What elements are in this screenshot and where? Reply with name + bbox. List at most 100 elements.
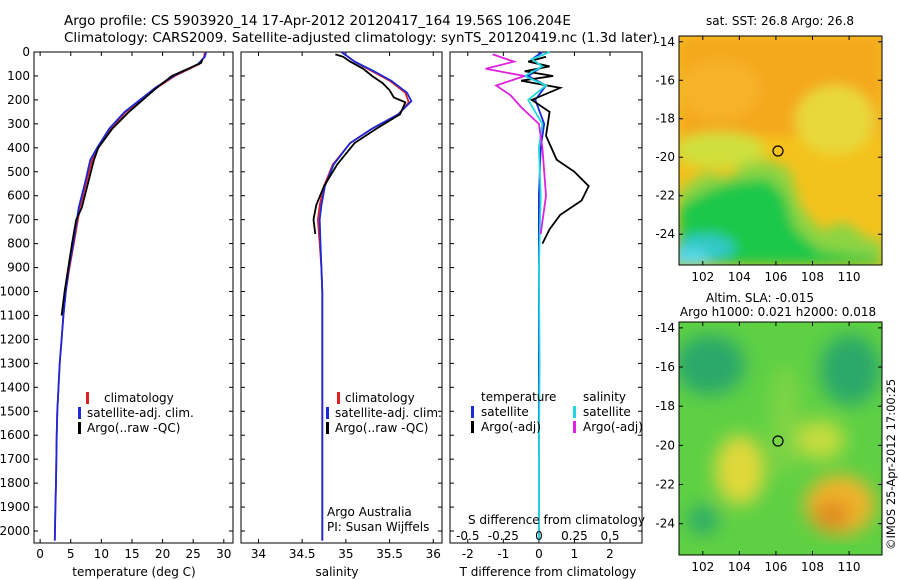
map-x-tick-label: 102: [691, 560, 714, 574]
legend-t-satellite-swatch: [471, 406, 474, 418]
legend-t-argo-swatch: [471, 421, 474, 433]
s-diff-tick-label: -0.5: [456, 529, 479, 543]
x-tick-label: 10: [94, 547, 109, 561]
map-y-tick-label: -24: [655, 227, 675, 241]
map-y-tick-label: -22: [655, 478, 675, 492]
depth-tick-label: 1400: [0, 380, 30, 394]
difference-legend: temperature satellite Argo(-adj) salinit…: [468, 390, 645, 527]
depth-tick-label: 300: [7, 117, 30, 131]
sla-argo-marker: [772, 435, 784, 447]
sst-axes: 102 104 106 108 110 -14 -16 -18 -20 -22 -24: [655, 35, 882, 284]
s-diff-tick-label: 0.5: [600, 529, 619, 543]
map-y-tick-label: -20: [655, 150, 675, 164]
depth-tick-label: 1900: [0, 500, 30, 514]
salinity-legend: climatology satellite-adj. clim. Argo(..…: [326, 391, 442, 534]
map-x-tick-label: 106: [764, 270, 787, 284]
map-x-tick-label: 110: [838, 560, 861, 574]
temperature-chart: 0 5 10 15 20 25 30: [36, 51, 231, 561]
series-line-argo-raw-qc-: [312, 53, 407, 235]
legend-t-argo: Argo(-adj): [481, 420, 541, 434]
map-y-tick-label: -24: [655, 517, 675, 531]
x-tick-label: -2: [462, 547, 474, 561]
depth-tick-label: 700: [7, 213, 30, 227]
t-difference-axis-label: T difference from climatology: [459, 565, 637, 579]
depth-tick-label: 1300: [0, 356, 30, 370]
salinity-panel-frame: [240, 51, 443, 544]
series-line-s-argo-adj-: [485, 53, 547, 235]
depth-tick-label: 1500: [0, 404, 30, 418]
s-diff-tick-label: 0: [535, 529, 543, 543]
sst-map-frame: [678, 35, 883, 266]
map-x-tick-label: 104: [728, 560, 751, 574]
s-diff-tick-label: -0.25: [488, 529, 519, 543]
difference-chart: -2 -1 0 1 2 -0.5 -0.25 0 0.25 0.5: [456, 51, 620, 561]
depth-axis: 0 100 200 300 400 500 600 700 800 900 1000 1100 1200…: [0, 45, 642, 538]
series-line-climatology: [53, 51, 206, 541]
sla-map-frame: [678, 321, 883, 556]
temperature-legend-argo: Argo(..raw -QC): [87, 421, 180, 435]
pi-label: PI: Susan Wijffels: [327, 520, 429, 534]
x-tick-label: 30: [216, 547, 231, 561]
temperature-legend-climatology: climatology: [104, 391, 174, 405]
depth-tick-label: 1700: [0, 452, 30, 466]
map-y-tick-label: -22: [655, 189, 675, 203]
salinity-legend-satellite-swatch: [326, 407, 329, 419]
map-y-tick-label: -16: [655, 73, 675, 87]
x-tick-label: 35: [338, 547, 353, 561]
legend-s-argo-swatch: [573, 421, 576, 433]
map-y-tick-label: -14: [655, 35, 675, 49]
sla-heatmap: [679, 322, 882, 555]
x-tick-label: 35.5: [376, 547, 403, 561]
depth-tick-label: 800: [7, 237, 30, 251]
depth-tick-label: 500: [7, 165, 30, 179]
map-x-tick-label: 108: [801, 270, 824, 284]
x-tick-label: 0: [36, 547, 44, 561]
salinity-legend-argo: Argo(..raw -QC): [335, 421, 428, 435]
series-line-s-satellite: [522, 51, 550, 541]
salinity-axis-label: salinity: [315, 565, 358, 579]
map-x-tick-label: 104: [728, 270, 751, 284]
temperature-legend-climatology-swatch: [86, 392, 89, 404]
depth-tick-label: 0: [22, 45, 30, 59]
map-y-tick-label: -16: [655, 360, 675, 374]
s-diff-tick-label: 0.25: [561, 529, 588, 543]
map-y-tick-label: -18: [655, 399, 675, 413]
sla-axes: 102 104 106 108 110 -14 -16 -18 -20 -22 -24: [655, 321, 882, 574]
temperature-panel-frame: [33, 51, 234, 544]
x-tick-label: 1: [571, 547, 579, 561]
depth-tick-label: 1100: [0, 308, 30, 322]
map-y-tick-label: -18: [655, 112, 675, 126]
x-tick-label: 20: [155, 547, 170, 561]
map-x-tick-label: 106: [764, 560, 787, 574]
depth-tick-label: 1600: [0, 428, 30, 442]
legend-salinity-title: salinity: [583, 390, 626, 404]
depth-tick-label: 1800: [0, 476, 30, 490]
x-tick-label: 34.5: [289, 547, 316, 561]
map-y-tick-label: -14: [655, 321, 675, 335]
x-tick-label: 34: [251, 547, 266, 561]
salinity-legend-climatology-swatch: [337, 392, 340, 404]
series-line-satellite-adj-clim-: [53, 51, 207, 541]
legend-temperature-title: temperature: [481, 390, 556, 404]
map-x-tick-label: 108: [801, 560, 824, 574]
title-line-2: Climatology: CARS2009. Satellite-adjuste…: [64, 30, 657, 46]
imos-timestamp: ©IMOS 25-Apr-2012 17:00:25: [884, 379, 898, 550]
argo-australia-label: Argo Australia: [327, 505, 412, 519]
title-line-1: Argo profile: CS 5903920_14 17-Apr-2012 …: [64, 13, 571, 29]
x-tick-label: 15: [124, 547, 139, 561]
map-x-tick-label: 110: [838, 270, 861, 284]
difference-panel-frame: [449, 51, 643, 544]
salinity-legend-argo-swatch: [326, 422, 329, 434]
depth-tick-label: 600: [7, 189, 30, 203]
map-x-tick-label: 102: [691, 270, 714, 284]
depth-tick-label: 400: [7, 141, 30, 155]
series-line-argo-raw-qc-: [60, 58, 204, 316]
sst-map-title: sat. SST: 26.8 Argo: 26.8: [706, 14, 854, 28]
depth-tick-label: 1000: [0, 285, 30, 299]
salinity-legend-satellite: satellite-adj. clim.: [335, 406, 442, 420]
sla-map-title-2: Argo h1000: 0.021 h2000: 0.018: [680, 305, 876, 319]
depth-tick-label: 200: [7, 93, 30, 107]
series-line-satellite-adj-clim-: [318, 51, 413, 541]
legend-s-satellite-swatch: [573, 406, 576, 418]
